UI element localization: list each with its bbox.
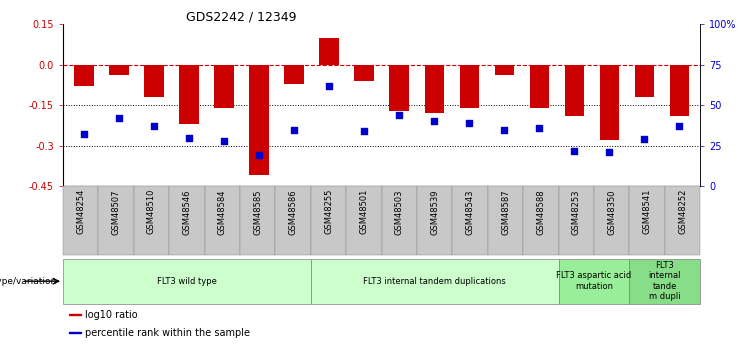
Bar [240,186,276,255]
Bar [134,186,169,255]
Text: percentile rank within the sample: percentile rank within the sample [85,328,250,337]
Text: GSM48586: GSM48586 [288,189,298,235]
Bar [354,65,373,81]
Bar [629,259,700,304]
Point [253,153,265,158]
Text: GSM48546: GSM48546 [182,189,191,235]
Bar [634,65,654,97]
Bar [310,186,346,255]
Point [534,125,545,131]
Bar [453,186,488,255]
Bar [110,65,129,76]
Bar [565,65,584,116]
Point [78,132,90,137]
Bar [179,65,199,124]
Text: GDS2242 / 12349: GDS2242 / 12349 [186,10,296,23]
Bar [214,65,233,108]
Point [113,116,125,121]
Point [568,148,580,154]
Bar [390,65,409,111]
Bar [99,186,134,255]
Bar [594,186,629,255]
Bar [63,259,310,304]
Text: GSM48587: GSM48587 [501,189,510,235]
Text: GSM48543: GSM48543 [465,189,475,235]
Point [498,127,510,132]
Bar [670,65,689,116]
Text: GSM48584: GSM48584 [218,189,227,235]
Bar [665,186,700,255]
Point [463,120,475,126]
Bar [382,186,417,255]
Point [218,138,230,144]
Text: GSM48350: GSM48350 [607,189,617,235]
Text: GSM48510: GSM48510 [147,189,156,235]
Bar [285,65,304,83]
Bar [63,186,99,255]
Bar [310,259,559,304]
Bar [494,65,514,76]
Text: log10 ratio: log10 ratio [85,310,138,319]
Bar [425,65,444,113]
Text: FLT3
internal
tande
m dupli: FLT3 internal tande m dupli [648,261,681,301]
Bar [144,65,164,97]
Bar [169,186,205,255]
Text: GSM48252: GSM48252 [678,189,687,235]
Text: GSM48503: GSM48503 [395,189,404,235]
Bar [70,332,81,333]
Text: genotype/variation: genotype/variation [0,277,56,286]
Text: GSM48253: GSM48253 [572,189,581,235]
Text: FLT3 wild type: FLT3 wild type [157,277,217,286]
Bar [523,186,559,255]
Text: FLT3 internal tandem duplications: FLT3 internal tandem duplications [363,277,506,286]
Text: GSM48254: GSM48254 [76,189,85,235]
Bar [629,186,665,255]
Point [183,135,195,140]
Bar [205,186,240,255]
Bar [599,65,619,140]
Point [603,149,615,155]
Point [148,124,160,129]
Bar [530,65,549,108]
Text: GSM48539: GSM48539 [431,189,439,235]
Point [323,83,335,89]
Text: FLT3 aspartic acid
mutation: FLT3 aspartic acid mutation [556,272,631,291]
Point [674,124,685,129]
Bar [319,38,339,65]
Bar [417,186,453,255]
Bar [276,186,310,255]
Bar [346,186,382,255]
Text: GSM48501: GSM48501 [359,189,368,235]
Point [428,119,440,124]
Point [358,128,370,134]
Text: GSM48541: GSM48541 [642,189,651,235]
Bar [488,186,523,255]
Bar [559,186,594,255]
Bar [70,314,81,315]
Text: GSM48507: GSM48507 [112,189,121,235]
Bar [459,65,479,108]
Bar [250,65,269,176]
Text: GSM48585: GSM48585 [253,189,262,235]
Text: GSM48588: GSM48588 [536,189,545,235]
Point [288,127,300,132]
Point [638,137,650,142]
Text: GSM48255: GSM48255 [324,189,333,235]
Bar [559,259,629,304]
Bar [74,65,93,86]
Point [393,112,405,118]
